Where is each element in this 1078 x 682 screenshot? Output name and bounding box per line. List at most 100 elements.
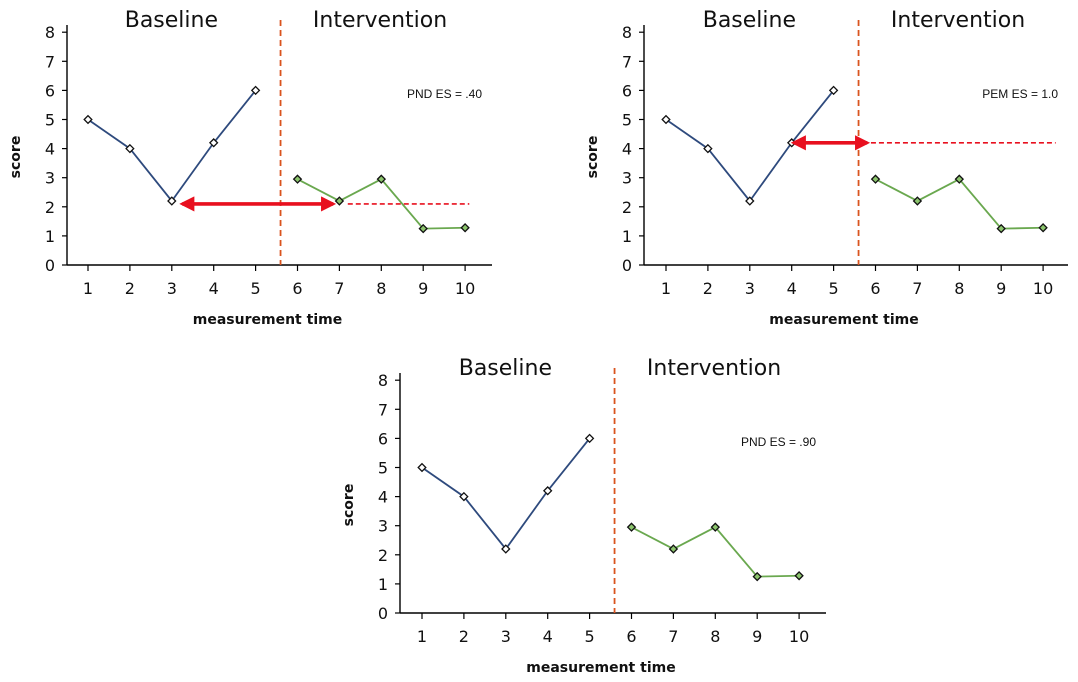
intervention-data-point [460,223,470,233]
x-tick-label: 2 [459,627,469,646]
y-tick-label: 2 [622,198,632,217]
y-tick-label: 4 [378,488,388,507]
y-tick-label: 8 [378,371,388,390]
x-axis-title: measurement time [769,312,918,328]
baseline-data-point [417,462,427,473]
phase-label-baseline: Baseline [459,356,552,381]
y-axis-title: score [585,136,601,179]
phase-label-intervention: Intervention [891,8,1025,33]
y-tick-label: 6 [622,81,632,100]
y-tick-label: 2 [378,546,388,565]
x-tick-label: 8 [710,627,720,646]
baseline-data-point [661,114,671,125]
x-tick-label: 1 [661,279,671,298]
y-tick-label: 5 [622,111,632,130]
y-tick-label: 2 [45,198,55,217]
x-tick-label: 9 [996,279,1006,298]
y-tick-label: 3 [45,169,55,188]
baseline-data-point [584,433,595,444]
x-tick-label: 10 [789,627,809,646]
baseline-data-point [501,544,511,554]
x-tick-label: 9 [418,279,428,298]
intervention-data-point [794,571,804,581]
x-tick-label: 6 [292,279,302,298]
x-tick-label: 1 [417,627,427,646]
x-tick-label: 8 [376,279,386,298]
x-tick-label: 3 [745,279,755,298]
chart-panel-2: 0 1 2 3 4 5 6 7 8 1 2 3 4 5 6 7 8 9 10 measurement time scor… [585,8,1068,328]
y-tick-label: 5 [378,459,388,478]
y-tick-label: 4 [622,140,632,159]
baseline-data-point [828,85,839,96]
y-tick-label: 8 [45,23,55,42]
baseline-series-line [87,89,257,203]
y-tick-label: 3 [622,169,632,188]
baseline-data-point [542,486,553,496]
intervention-series-line [631,526,800,578]
intervention-data-point [954,174,965,184]
intervention-data-point [334,196,345,206]
baseline-data-point [83,114,93,125]
intervention-data-point [1038,223,1048,233]
x-tick-label: 6 [626,627,636,646]
intervention-data-point [870,174,881,184]
chart-panel-1: 0 1 2 3 4 5 6 7 8 1 2 3 4 5 6 7 8 9 10 measurement time scor… [8,8,492,328]
effect-size-annotation: PND ES = .90 [741,435,816,449]
y-tick-label: 8 [622,23,632,42]
baseline-data-point [745,196,755,206]
baseline-data-point [459,491,469,502]
y-tick-label: 6 [45,81,55,100]
x-axis-title: measurement time [526,660,675,676]
x-tick-label: 2 [703,279,713,298]
x-axis-title: measurement time [193,312,342,328]
y-axis-title: score [341,484,357,527]
x-tick-label: 8 [954,279,964,298]
x-tick-label: 4 [209,279,219,298]
y-tick-label: 1 [378,575,388,594]
x-tick-label: 5 [585,627,595,646]
x-tick-label: 4 [543,627,553,646]
x-tick-label: 4 [787,279,797,298]
y-tick-label: 0 [45,256,55,275]
x-tick-label: 3 [501,627,511,646]
x-tick-label: 7 [334,279,344,298]
y-tick-label: 0 [378,604,388,623]
y-tick-label: 4 [45,140,55,159]
effect-size-annotation: PEM ES = 1.0 [982,87,1058,101]
intervention-data-point [710,522,721,532]
baseline-data-point [250,85,261,96]
intervention-data-point [292,174,303,184]
y-tick-label: 7 [378,400,388,419]
x-tick-label: 5 [829,279,839,298]
intervention-data-point [418,223,428,234]
phase-label-baseline: Baseline [703,8,796,33]
y-axis-title: score [8,136,24,179]
intervention-data-point [668,544,679,554]
effect-size-annotation: PND ES = .40 [407,87,482,101]
x-tick-label: 3 [167,279,177,298]
x-tick-label: 2 [125,279,135,298]
y-tick-label: 1 [622,227,632,246]
phase-label-intervention: Intervention [313,8,447,33]
y-tick-label: 6 [378,429,388,448]
phase-label-intervention: Intervention [647,356,781,381]
intervention-series-line [875,178,1044,230]
y-tick-label: 1 [45,227,55,246]
y-tick-label: 0 [622,256,632,275]
baseline-series-line [421,437,591,551]
x-tick-label: 10 [1033,279,1053,298]
y-tick-label: 7 [622,52,632,71]
baseline-data-point [167,196,177,206]
x-tick-label: 7 [912,279,922,298]
chart-panel-3: 0 1 2 3 4 5 6 7 8 1 2 3 4 5 6 7 8 9 10 measurement time scor… [341,356,826,676]
x-tick-label: 6 [870,279,880,298]
y-tick-label: 7 [45,52,55,71]
x-tick-label: 7 [668,627,678,646]
y-tick-label: 5 [45,111,55,130]
x-tick-label: 9 [752,627,762,646]
x-tick-label: 1 [83,279,93,298]
intervention-data-point [626,522,637,532]
intervention-data-point [376,174,387,184]
intervention-data-point [912,196,923,206]
